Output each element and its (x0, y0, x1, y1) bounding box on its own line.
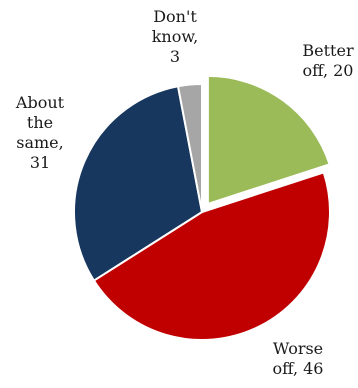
pie-label-line: same, (16, 133, 63, 152)
pie-label-line: 31 (30, 153, 50, 172)
pie-slice-don-t-know (177, 83, 203, 213)
pie-label-worse-off: Worse off, 46 (273, 339, 324, 378)
pie-label-line: 3 (170, 47, 180, 66)
pie-label-line: Worse (273, 339, 323, 358)
pie-label-don-t-know: Don't know, 3 (152, 7, 199, 66)
pie-label-line: off, 46 (273, 359, 324, 378)
pie-label-line: the (27, 113, 53, 132)
pie-labels: Better off, 20 Worse off, 46 About the same, 31… (15, 7, 354, 378)
pie-label-line: off, 20 (303, 61, 354, 80)
pie-label-line: About (15, 93, 65, 112)
pie-label-line: know, (152, 27, 199, 46)
pie-label-line: Better (302, 41, 354, 60)
pie-label-line: Don't (153, 7, 197, 26)
pie-slice-better-off (206, 74, 331, 205)
pie-slices (73, 74, 331, 341)
pie-slice-worse-off (92, 171, 331, 341)
pie-slice-about-the-same (73, 85, 203, 282)
pie-label-better-off: Better off, 20 (302, 41, 354, 80)
pie-label-about-the-same: About the same, 31 (15, 93, 65, 172)
